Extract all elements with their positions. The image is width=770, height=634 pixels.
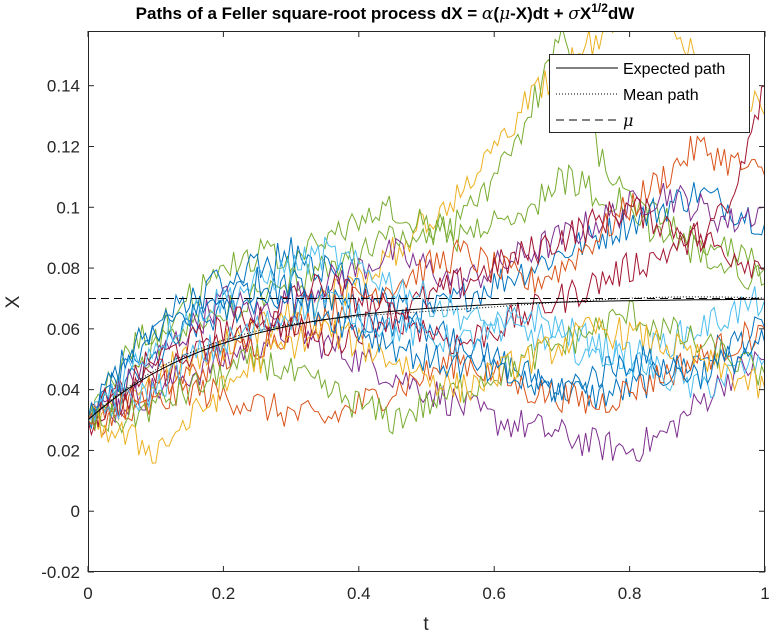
y-tick-label: 0.04 bbox=[47, 381, 80, 400]
y-tick-label: 0.08 bbox=[47, 259, 80, 278]
chart-title-exponent: 1/2 bbox=[591, 1, 608, 15]
y-tick-label: 0.02 bbox=[47, 441, 80, 460]
x-axis-label: t bbox=[423, 614, 429, 634]
series-path-2 bbox=[88, 31, 765, 425]
y-tick-label: -0.02 bbox=[41, 563, 80, 582]
series-layer bbox=[88, 31, 765, 464]
series-path-15 bbox=[88, 316, 765, 464]
x-tick-label: 0.2 bbox=[212, 584, 236, 603]
y-tick-label: 0 bbox=[71, 502, 80, 521]
tick-layer: 0 0.2 0.4 0.6 0.8 1-0.0200.020.040.060.080.10… bbox=[41, 31, 770, 603]
chart-title-mu: μ bbox=[499, 4, 511, 24]
plot-frame bbox=[88, 31, 765, 572]
x-tick-label: 0.8 bbox=[618, 584, 642, 603]
series-path-1 bbox=[88, 31, 765, 430]
chart-title-prefix: Paths of a Feller square-root process dX… bbox=[135, 4, 482, 23]
legend-expected-label: Expected path bbox=[623, 61, 725, 78]
chart-title-sigma: σ bbox=[568, 4, 580, 24]
y-tick-label: 0.1 bbox=[56, 198, 80, 217]
y-tick-label: 0.06 bbox=[47, 320, 80, 339]
chart-title-alpha: α bbox=[481, 4, 494, 24]
series-path-16 bbox=[88, 267, 765, 421]
legend-mean-label: Mean path bbox=[623, 87, 699, 104]
series-path-3 bbox=[88, 163, 765, 426]
chart-title-mid: -X)dt + bbox=[510, 4, 569, 23]
chart-title-x: X bbox=[579, 4, 592, 23]
reference-layer bbox=[88, 296, 765, 421]
series-path-8 bbox=[88, 135, 765, 432]
series-path-14 bbox=[88, 299, 765, 435]
series-path-13 bbox=[88, 289, 765, 421]
x-tick-label: 0.4 bbox=[347, 584, 371, 603]
y-tick-label: 0.14 bbox=[47, 77, 80, 96]
x-tick-label: 1 bbox=[760, 584, 769, 603]
y-tick-label: 0.12 bbox=[47, 137, 80, 156]
series-path-9 bbox=[88, 320, 765, 438]
chart-title: Paths of a Feller square-root process dX… bbox=[0, 1, 770, 24]
x-tick-label: 0 bbox=[83, 584, 92, 603]
legend: Expected path Mean path μ bbox=[549, 54, 750, 133]
expected-path-line bbox=[88, 298, 765, 421]
series-path-11 bbox=[88, 85, 765, 437]
chart-title-open: ( bbox=[493, 4, 500, 23]
y-axis-label: X bbox=[3, 295, 24, 308]
x-tick-label: 0.6 bbox=[482, 584, 506, 603]
chart-title-suffix: dW bbox=[607, 4, 635, 23]
legend-mu-label: μ bbox=[623, 111, 633, 130]
